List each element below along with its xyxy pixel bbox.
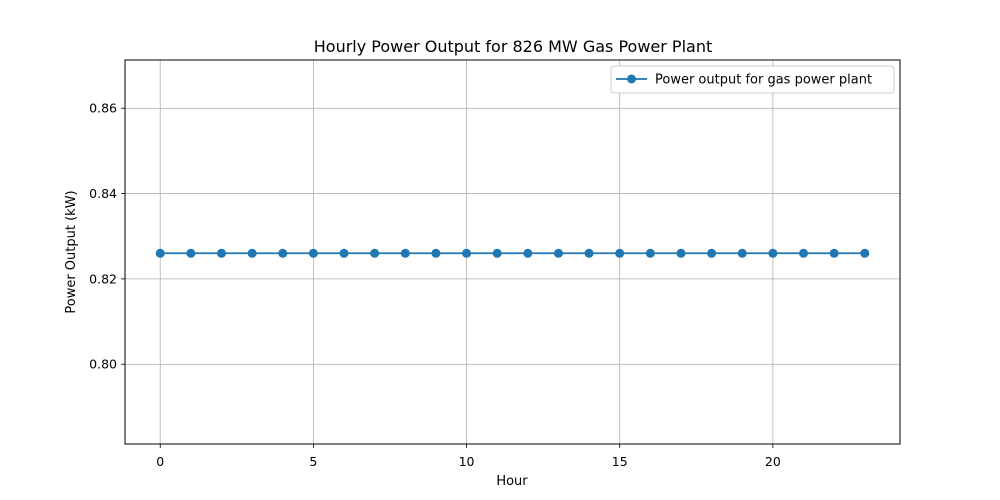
data-point (615, 248, 625, 258)
legend-marker-swatch (627, 74, 636, 84)
data-point (431, 248, 441, 258)
data-point (155, 248, 165, 258)
data-point (523, 248, 533, 258)
x-tick-label: 5 (309, 454, 317, 469)
x-axis-label: Hour (496, 474, 528, 489)
data-point (799, 248, 809, 258)
y-tick-label: 0.80 (89, 357, 117, 372)
data-point (186, 248, 196, 258)
data-point (400, 248, 410, 258)
data-point (216, 248, 226, 258)
data-point (737, 248, 747, 258)
data-point (492, 248, 502, 258)
chart-title: Hourly Power Output for 826 MW Gas Power… (314, 37, 712, 56)
data-point (462, 248, 472, 258)
data-point (829, 248, 839, 258)
grid-layer (125, 60, 900, 444)
data-point (553, 248, 563, 258)
data-point (860, 248, 870, 258)
tick-layer: 0 5 10 15 20 0.80 0.82 0.84 0.86 (89, 101, 781, 469)
data-point (707, 248, 717, 258)
x-tick-label: 20 (765, 454, 781, 469)
x-tick-label: 0 (156, 454, 164, 469)
data-point (645, 248, 655, 258)
data-point (308, 248, 318, 258)
data-point (370, 248, 380, 258)
y-tick-label: 0.86 (89, 101, 117, 116)
y-tick-label: 0.84 (89, 186, 117, 201)
data-point (247, 248, 257, 258)
plot-frame (124, 59, 901, 445)
data-point (584, 248, 594, 258)
data-layer (155, 248, 870, 258)
y-axis-label: Power Output (kW) (64, 190, 79, 313)
x-tick-label: 15 (612, 454, 628, 469)
data-point (768, 248, 778, 258)
data-point (339, 248, 349, 258)
x-tick-label: 10 (459, 454, 475, 469)
data-point (278, 248, 288, 258)
y-tick-label: 0.82 (89, 271, 117, 286)
legend: Power output for gas power plant (610, 65, 895, 94)
data-point (676, 248, 686, 258)
legend-label: Power output for gas power plant (655, 73, 872, 88)
legend-box (610, 65, 895, 94)
